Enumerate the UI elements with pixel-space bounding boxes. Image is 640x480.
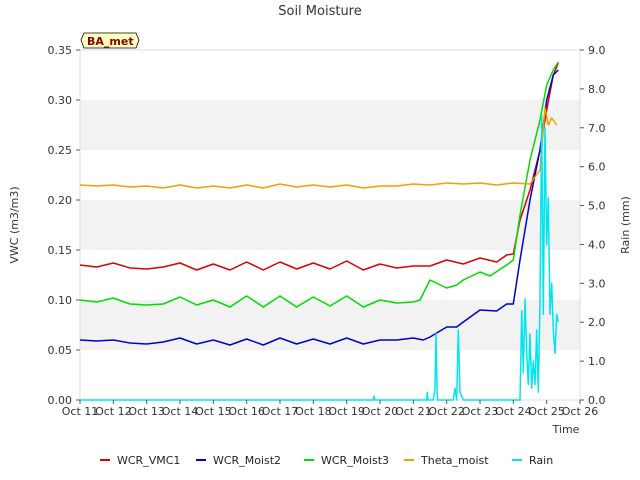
y-tick-label: 0.05 (48, 344, 73, 357)
x-tick-label: Oct 25 (528, 405, 565, 418)
x-tick-label: Oct 14 (162, 405, 199, 418)
legend-label: Theta_moist (420, 454, 489, 467)
legend-label: WCR_VMC1 (117, 454, 180, 467)
x-axis-title: Time (552, 423, 580, 436)
series-line-wcr-moist2 (79, 69, 559, 346)
y2-tick-label: 7.0 (588, 122, 606, 135)
y2-tick-label: 2.0 (588, 316, 606, 329)
site-label: BA_met (87, 35, 134, 48)
series-line-rain (80, 115, 560, 401)
site-label-box: BA_met (80, 32, 140, 49)
y2-tick-label: 4.0 (588, 238, 606, 251)
x-tick-label: Oct 19 (328, 405, 365, 418)
grid-band (80, 200, 580, 250)
y2-tick-label: 9.0 (588, 44, 606, 57)
legend: WCR_VMC1 WCR_Moist2 WCR_Moist3 Theta_moist R… (100, 454, 553, 467)
x-tick-label: Oct 26 (562, 405, 599, 418)
legend-label: Rain (529, 454, 553, 467)
series-line-wcr-moist3 (79, 61, 559, 308)
series-line-theta-moist (79, 107, 558, 189)
x-tick-label: Oct 22 (428, 405, 465, 418)
y2-tick-label: 3.0 (588, 277, 606, 290)
y-axis-title: VWC (m3/m3) (8, 186, 21, 263)
y2-axis-title: Rain (mm) (619, 196, 632, 254)
y-tick-label: 0.15 (48, 244, 73, 257)
x-tick-label: Oct 23 (462, 405, 499, 418)
x-tick-label: Oct 13 (128, 405, 165, 418)
x-tick-label: Oct 12 (95, 405, 132, 418)
y-tick-label: 0.10 (48, 294, 73, 307)
legend-label: WCR_Moist3 (321, 454, 389, 467)
y2-tick-label: 0.0 (588, 394, 606, 407)
y2-tick-label: 5.0 (588, 200, 606, 213)
y-tick-label: 0.30 (48, 94, 73, 107)
legend-label: WCR_Moist2 (213, 454, 281, 467)
grid-bands (80, 100, 580, 350)
series-layer (79, 61, 560, 401)
x-tick-label: Oct 24 (495, 405, 532, 418)
axes-layer: 0.00 0.05 0.10 0.15 0.20 0.25 0.30 0.35 0.0 1.0 2.… (48, 44, 606, 418)
x-tick-label: Oct 15 (195, 405, 232, 418)
x-tick-label: Oct 18 (295, 405, 332, 418)
y-tick-label: 0.20 (48, 194, 73, 207)
y-tick-label: 0.00 (48, 394, 73, 407)
y2-tick-label: 1.0 (588, 355, 606, 368)
y-tick-label: 0.35 (48, 44, 73, 57)
y2-tick-label: 8.0 (588, 83, 606, 96)
x-tick-label: Oct 11 (62, 405, 99, 418)
y-tick-label: 0.25 (48, 144, 73, 157)
x-tick-label: Oct 20 (362, 405, 399, 418)
chart-title: Soil Moisture (278, 4, 362, 19)
grid-band (80, 100, 580, 150)
x-tick-label: Oct 21 (395, 405, 432, 418)
x-tick-label: Oct 16 (228, 405, 265, 418)
y2-tick-label: 6.0 (588, 161, 606, 174)
x-tick-label: Oct 17 (262, 405, 299, 418)
